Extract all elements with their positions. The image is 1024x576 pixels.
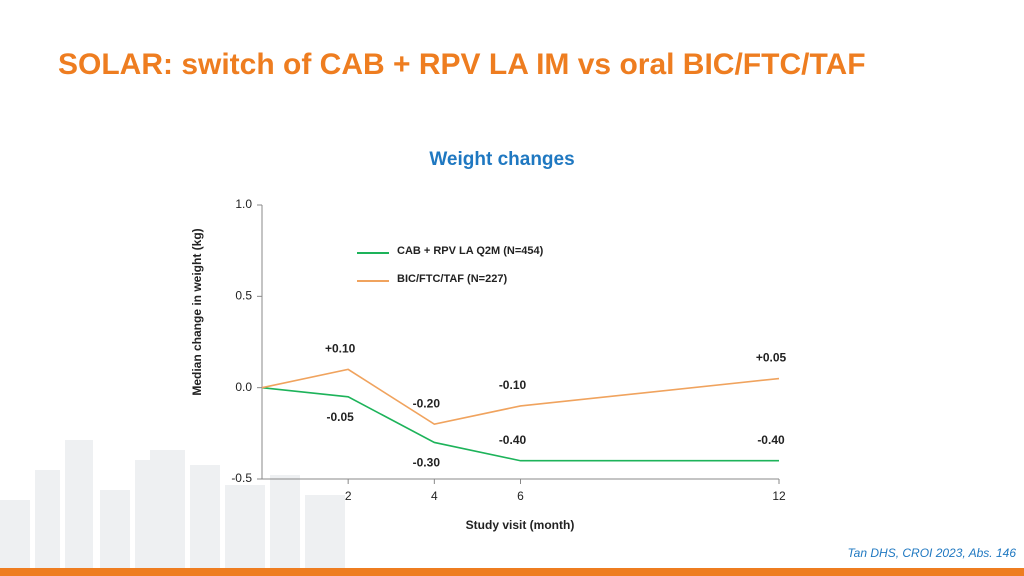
value-label: -0.40 <box>757 433 785 447</box>
y-tick-label: 0.5 <box>235 289 252 303</box>
legend-label: BIC/FTC/TAF (N=227) <box>397 273 507 285</box>
x-tick-label: 2 <box>345 489 352 503</box>
value-label: -0.05 <box>326 410 354 424</box>
value-label: -0.20 <box>413 396 441 410</box>
footer-bar <box>0 568 1024 576</box>
y-axis-label: Median change in weight (kg) <box>190 228 204 395</box>
legend-label: CAB + RPV LA Q2M (N=454) <box>397 245 544 257</box>
x-tick-label: 12 <box>772 489 786 503</box>
x-axis-label: Study visit (month) <box>466 518 575 532</box>
value-label: -0.30 <box>413 456 441 470</box>
citation: Tan DHS, CROI 2023, Abs. 146 <box>847 546 1016 560</box>
value-label: +0.05 <box>756 351 787 365</box>
value-label: +0.10 <box>325 342 356 356</box>
x-tick-label: 4 <box>431 489 438 503</box>
series-line <box>261 368 780 426</box>
y-tick-label: -0.5 <box>231 471 252 485</box>
y-tick-label: 1.0 <box>235 197 252 211</box>
series-line <box>261 386 779 462</box>
skyline-decoration <box>0 440 345 576</box>
value-label: -0.10 <box>499 378 527 392</box>
y-tick-label: 0.0 <box>235 380 252 394</box>
value-label: -0.40 <box>499 433 527 447</box>
chart-title: Weight changes <box>429 149 574 170</box>
x-tick-label: 6 <box>517 489 524 503</box>
slide-title: SOLAR: switch of CAB + RPV LA IM vs oral… <box>58 48 866 81</box>
